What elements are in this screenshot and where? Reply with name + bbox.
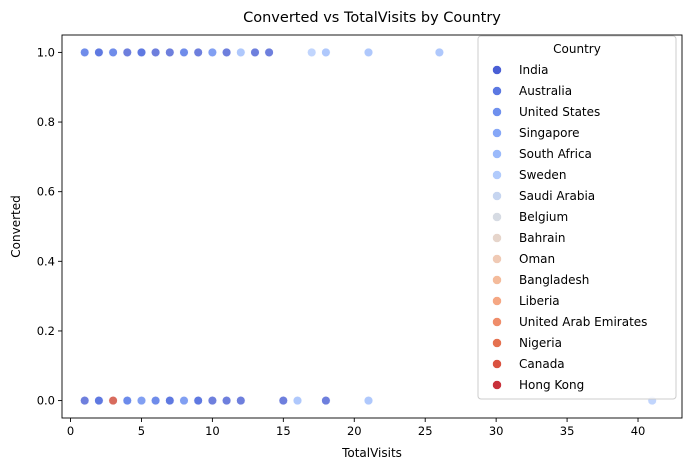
- legend-marker: [492, 65, 502, 75]
- y-axis-ticks: 0.0 0.2 0.4 0.6 0.8 1.0: [37, 45, 62, 408]
- data-point: [165, 47, 175, 57]
- legend-marker: [492, 317, 502, 327]
- data-point: [222, 47, 232, 57]
- legend: Country India Australia United States Singa…: [477, 35, 677, 400]
- data-point: [363, 47, 374, 57]
- legend-marker: [492, 170, 502, 180]
- legend-marker: [492, 128, 502, 138]
- data-point: [122, 47, 132, 57]
- data-point: [321, 396, 331, 406]
- x-tick-label: 10: [205, 424, 220, 438]
- legend-label: Nigeria: [519, 336, 562, 350]
- legend-label: United States: [519, 105, 600, 119]
- data-point: [193, 47, 203, 57]
- x-tick-label: 40: [631, 424, 646, 438]
- legend-marker: [492, 149, 502, 159]
- data-point: [222, 396, 232, 406]
- data-point: [207, 396, 217, 406]
- x-tick-label: 30: [489, 424, 504, 438]
- x-tick-label: 35: [560, 424, 575, 438]
- data-point: [292, 396, 303, 406]
- y-tick-label: 1.0: [37, 45, 55, 59]
- data-point: [108, 396, 118, 406]
- data-point: [94, 396, 104, 406]
- legend-label: South Africa: [519, 147, 592, 161]
- y-tick-label: 0.8: [37, 115, 55, 129]
- legend-label: Oman: [519, 252, 555, 266]
- legend-label: Canada: [519, 357, 565, 371]
- x-axis-ticks: 0 5 10 15 20 25 30 35 40: [67, 418, 645, 438]
- data-point: [165, 396, 175, 406]
- legend-marker: [492, 380, 502, 390]
- x-axis-label: TotalVisits: [341, 446, 402, 460]
- data-point: [151, 396, 161, 406]
- data-point: [151, 47, 161, 57]
- x-tick-label: 25: [418, 424, 433, 438]
- legend-marker: [492, 359, 502, 369]
- x-tick-label: 0: [67, 424, 74, 438]
- legend-marker: [492, 296, 502, 306]
- legend-label: Sweden: [519, 168, 566, 182]
- legend-marker: [492, 233, 502, 243]
- data-point: [94, 47, 104, 57]
- legend-label: Singapore: [519, 126, 580, 140]
- legend-label: Bahrain: [519, 231, 565, 245]
- legend-label: India: [519, 63, 548, 77]
- legend-marker: [492, 191, 502, 201]
- data-point: [321, 47, 331, 57]
- data-point: [250, 47, 260, 57]
- data-point: [179, 47, 189, 57]
- legend-label: Liberia: [519, 294, 560, 308]
- x-tick-label: 20: [347, 424, 362, 438]
- data-point: [363, 396, 374, 406]
- data-point: [278, 396, 288, 406]
- data-point: [136, 396, 147, 406]
- legend-marker: [492, 107, 502, 117]
- legend-label: United Arab Emirates: [519, 315, 647, 329]
- legend-label: Bangladesh: [519, 273, 589, 287]
- legend-marker: [492, 86, 502, 96]
- data-point: [179, 396, 189, 406]
- y-tick-label: 0.4: [37, 254, 55, 268]
- legend-marker: [492, 254, 502, 264]
- data-point: [307, 47, 317, 57]
- y-tick-label: 0.2: [37, 324, 55, 338]
- data-point: [136, 47, 147, 57]
- x-tick-label: 5: [138, 424, 145, 438]
- legend-marker: [492, 212, 502, 222]
- data-point: [236, 47, 246, 57]
- data-points: [80, 47, 657, 406]
- y-tick-label: 0.6: [37, 185, 55, 199]
- legend-label: Australia: [519, 84, 572, 98]
- legend-title: Country: [553, 42, 601, 56]
- legend-marker: [492, 338, 502, 348]
- data-point: [236, 396, 246, 406]
- data-point: [80, 47, 90, 57]
- data-point: [264, 47, 274, 57]
- y-tick-label: 0.0: [37, 394, 55, 408]
- x-tick-label: 15: [276, 424, 291, 438]
- data-point: [434, 47, 444, 57]
- y-axis-label: Converted: [9, 195, 23, 257]
- legend-label: Hong Kong: [519, 378, 584, 392]
- legend-label: Belgium: [519, 210, 568, 224]
- data-point: [122, 396, 132, 406]
- data-point: [108, 47, 118, 57]
- chart-title: Converted vs TotalVisits by Country: [243, 10, 501, 26]
- data-point: [80, 396, 90, 406]
- plot-frame: [61, 34, 683, 419]
- data-point: [207, 47, 217, 57]
- legend-box: [477, 35, 677, 400]
- legend-marker: [492, 275, 502, 285]
- legend-label: Saudi Arabia: [519, 189, 595, 203]
- data-point: [193, 396, 203, 406]
